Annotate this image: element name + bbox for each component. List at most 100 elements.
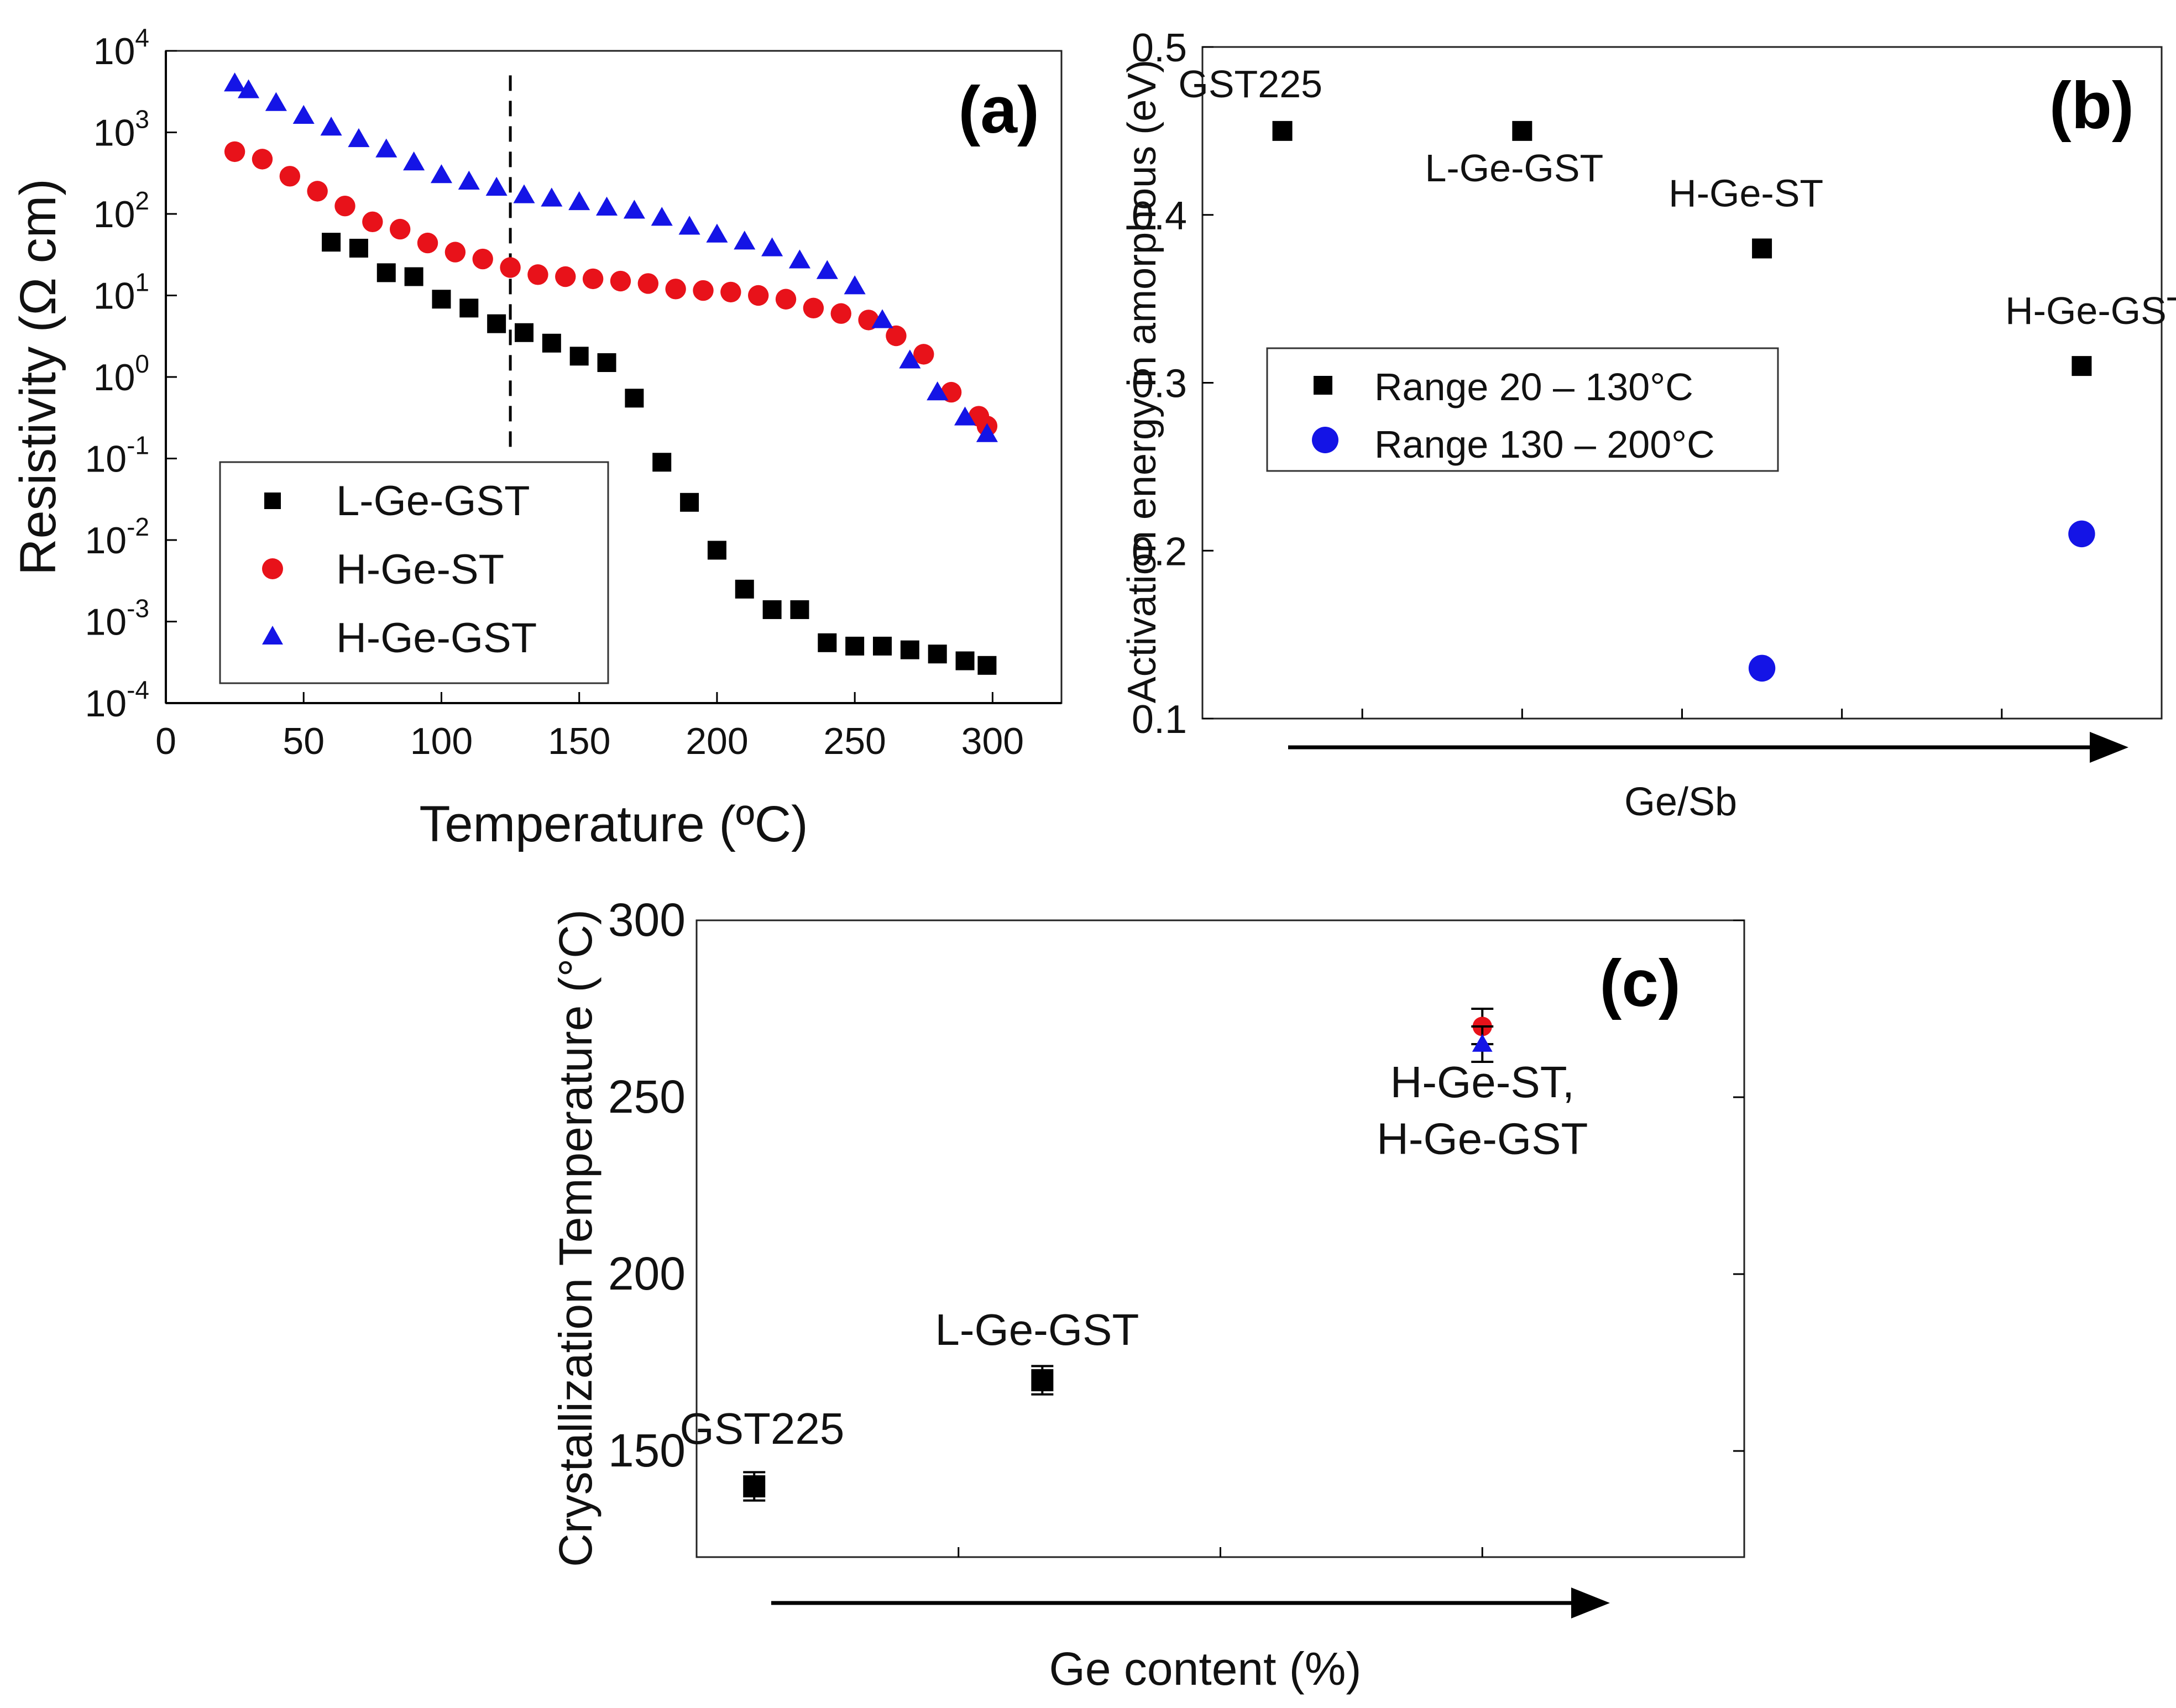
legend-marker-circle-icon <box>262 558 283 579</box>
data-point-h-ge-gst <box>403 151 425 171</box>
data-point-l-ge-gst <box>404 267 423 286</box>
panel-c-data-marks <box>743 1008 1494 1502</box>
data-point-h-ge-gst <box>651 207 673 226</box>
panel-b-x-axis-title: Ge/Sb <box>1624 780 1737 824</box>
data-point-h-ge-gst <box>485 176 508 196</box>
y-tick-label: 104 <box>93 23 149 72</box>
panel-b-activation-energy-chart: 0.1 0.2 0.3 0.4 0.5 GST225 L-Ge-GST H-Ge-ST H-G… <box>1120 26 2176 824</box>
y-tick-label: 0.5 <box>1132 26 1187 70</box>
panel-b-label: (b) <box>2049 69 2134 143</box>
data-point-black <box>1031 1369 1054 1391</box>
data-point-l-ge-gst <box>459 298 479 318</box>
data-point-h-ge-gst <box>568 191 590 211</box>
panel-c-label: (c) <box>1599 946 1681 1020</box>
x-tick-label: 50 <box>283 720 325 762</box>
data-point-h-ge-gst <box>844 275 866 295</box>
data-point-l-ge-gst <box>515 323 533 342</box>
legend-label-range-20-130: Range 20 – 130°C <box>1374 365 1693 408</box>
annotation-h-ge-st: H-Ge-ST <box>1668 172 1823 215</box>
x-tick-label: 150 <box>548 720 610 762</box>
panel-c-crystallization-chart: 150 200 250 300 GST225 L-Ge-GST H-Ge-ST, H-Ge-… <box>550 894 1745 1695</box>
data-point-h-ge-st <box>279 166 301 187</box>
data-point-h-ge-gst <box>678 216 700 235</box>
data-point-h-ge-gst <box>623 200 645 219</box>
x-tick-label: 300 <box>961 720 1024 762</box>
annotation-l-ge-gst: L-Ge-GST <box>935 1305 1139 1354</box>
annotation-h-ge-gst: H-Ge-GST <box>1377 1114 1588 1163</box>
data-point-l-ge-gst <box>349 238 368 258</box>
data-point-l-ge-gst <box>569 347 589 366</box>
panel-c-plot-frame <box>695 919 1745 1558</box>
x-tick-label: 100 <box>410 720 473 762</box>
data-point-range-130-200 <box>1748 654 1776 682</box>
data-point-h-ge-st <box>444 242 466 263</box>
data-point-h-ge-st <box>775 289 797 310</box>
data-point-l-ge-gst <box>542 333 561 353</box>
panel-a-data-marks <box>224 72 998 675</box>
panel-a-legend-box <box>219 461 609 684</box>
data-point-l-ge-gst <box>955 651 975 670</box>
data-point-h-ge-gst <box>595 196 618 216</box>
data-point-h-ge-st <box>527 264 548 285</box>
data-point-l-ge-gst <box>977 656 997 675</box>
annotation-gst225: GST225 <box>1178 62 1322 106</box>
panel-b-ticks: 0.1 0.2 0.3 0.4 0.5 <box>1132 26 2003 742</box>
data-point-l-ge-gst <box>845 636 865 656</box>
data-point-l-ge-gst <box>790 600 809 619</box>
annotation-l-ge-gst: L-Ge-GST <box>1425 146 1603 190</box>
data-point-range-20-130 <box>1512 120 1532 141</box>
data-point-h-ge-gst <box>237 79 260 98</box>
data-point-h-ge-gst <box>976 423 998 442</box>
data-point-l-ge-gst <box>762 600 782 619</box>
legend-label-range-130-200: Range 130 – 200°C <box>1374 423 1715 466</box>
data-point-l-ge-gst <box>680 493 699 512</box>
data-point-h-ge-gst <box>348 128 370 148</box>
x-tick-label: 0 <box>155 720 176 762</box>
data-point-h-ge-gst <box>927 381 949 401</box>
data-point-h-ge-st <box>307 181 328 202</box>
legend-marker-square-icon <box>1314 376 1332 395</box>
panel-a-y-axis-title: Resistivity (Ω cm) <box>10 179 66 575</box>
panel-c-y-axis-title: Crystallization Temperature (°C) <box>550 909 601 1567</box>
y-tick-label: 103 <box>93 105 149 154</box>
x-tick-label: 250 <box>823 720 886 762</box>
data-point-h-ge-st <box>720 281 741 303</box>
y-tick-label: 0.1 <box>1132 698 1187 742</box>
data-point-h-ge-st <box>665 279 686 300</box>
data-point-h-ge-st <box>637 273 659 294</box>
data-point-l-ge-gst <box>900 640 919 659</box>
data-point-h-ge-gst <box>761 237 783 256</box>
legend-label-h-ge-gst: H-Ge-GST <box>336 615 537 662</box>
data-point-l-ge-gst <box>625 389 644 408</box>
y-tick-label: 10-1 <box>85 431 149 480</box>
data-point-h-ge-st <box>610 270 631 292</box>
data-point-h-ge-st <box>693 280 714 301</box>
data-point-h-ge-st <box>555 266 576 287</box>
data-point-l-ge-gst <box>376 263 396 282</box>
y-tick-label: 0.3 <box>1132 362 1187 406</box>
y-tick-label: 300 <box>608 894 686 946</box>
data-point-h-ge-gst <box>458 170 480 190</box>
data-point-range-20-130 <box>1272 120 1293 141</box>
panel-a-label: (a) <box>958 73 1039 147</box>
panel-b-legend-box <box>1266 347 1779 472</box>
legend-label-l-ge-gst: L-Ge-GST <box>336 478 530 525</box>
data-point-l-ge-gst <box>818 633 837 652</box>
panel-b-data-marks <box>1272 120 2095 682</box>
data-point-h-ge-st <box>886 325 907 347</box>
panel-c-annotations: GST225 L-Ge-GST H-Ge-ST, H-Ge-GST <box>679 1057 1588 1453</box>
data-point-h-ge-gst <box>1472 1034 1493 1052</box>
data-point-h-ge-gst <box>292 104 315 124</box>
data-point-l-ge-gst <box>707 541 726 560</box>
data-point-h-ge-gst <box>899 349 921 369</box>
y-tick-label: 200 <box>608 1248 686 1300</box>
data-point-h-ge-gst <box>375 138 397 158</box>
x-tick-label: 200 <box>686 720 748 762</box>
data-point-h-ge-st <box>334 196 355 217</box>
data-point-l-ge-gst <box>322 233 341 252</box>
data-point-h-ge-st <box>500 257 521 278</box>
legend-marker-square-icon <box>264 493 281 509</box>
data-point-h-ge-st <box>224 141 245 163</box>
data-point-l-ge-gst <box>735 579 754 599</box>
